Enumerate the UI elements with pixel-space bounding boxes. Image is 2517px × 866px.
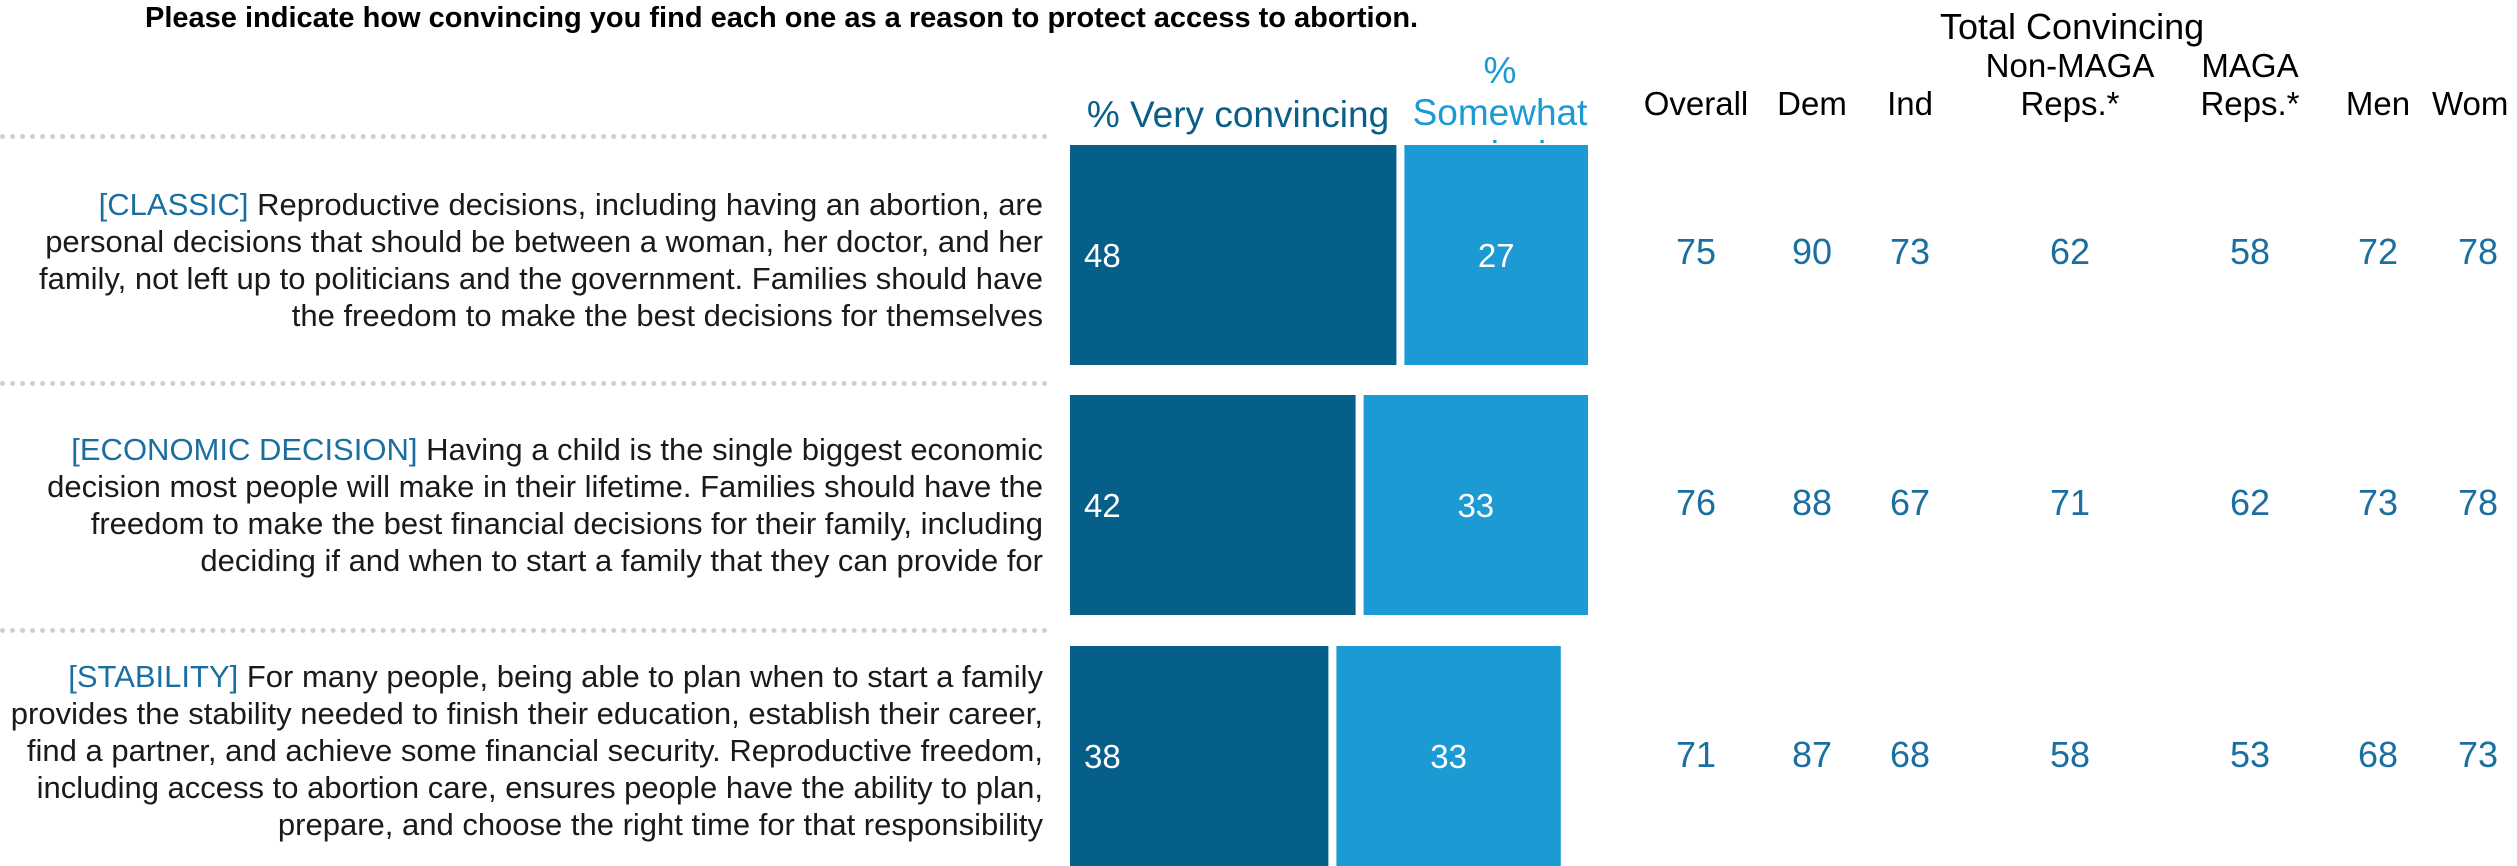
column-header-dem: Dem: [1777, 85, 1847, 122]
total-convincing-cell-2-5: 68: [2357, 734, 2399, 775]
total-convincing-cell-2-0: 71: [1675, 734, 1717, 775]
total-convincing-cell-1-2: 67: [1889, 482, 1931, 523]
total-convincing-cell-0-0: 75: [1675, 231, 1717, 272]
total-convincing-cell-1-3: 71: [2049, 482, 2091, 523]
bar-somewhat-convincing-2: [1336, 646, 1561, 866]
column-header-maga-reps: MAGA Reps.*: [2200, 47, 2300, 122]
statement-tag: [CLASSIC]: [98, 187, 249, 222]
total-convincing-cell-1-1: 88: [1791, 482, 1833, 523]
row-divider: [0, 381, 1048, 386]
chart-title: Please indicate how convincing you find …: [145, 2, 1419, 34]
total-convincing-cell-0-6: 78: [2457, 231, 2499, 272]
column-header-men: Men: [2345, 85, 2411, 122]
bar-very-convincing-1: [1070, 395, 1356, 615]
statement-tag: [ECONOMIC DECISION]: [71, 432, 418, 467]
total-convincing-cell-0-4: 58: [2229, 231, 2271, 272]
statement-tag: [STABILITY]: [68, 659, 239, 694]
total-convincing-cell-1-5: 73: [2357, 482, 2399, 523]
total-convincing-cell-2-1: 87: [1791, 734, 1833, 775]
total-convincing-cell-0-5: 72: [2357, 231, 2399, 272]
legend-somewhat-convincing: % Somewhat convincing: [1412, 50, 1588, 175]
total-convincing-cell-1-6: 78: [2457, 482, 2499, 523]
total-convincing-cell-2-2: 68: [1889, 734, 1931, 775]
total-convincing-cell-2-3: 58: [2049, 734, 2091, 775]
total-convincing-cell-2-6: 73: [2457, 734, 2499, 775]
label-very-convincing-1: 42: [1084, 487, 1121, 524]
label-somewhat-convincing-2: 33: [1430, 738, 1467, 775]
total-convincing-cell-0-2: 73: [1889, 231, 1931, 272]
statement-text: Reproductive decisions, including having…: [38, 187, 1043, 333]
column-header-non-maga-reps: Non-MAGA Reps.*: [1985, 47, 2155, 122]
row-divider: [0, 134, 1048, 139]
total-convincing-cell-1-4: 62: [2229, 482, 2271, 523]
statement-classic: [CLASSIC] Reproductive decisions, includ…: [0, 186, 1043, 334]
row-divider: [0, 628, 1048, 633]
statement-text: For many people, being able to plan when…: [10, 659, 1043, 842]
column-header-overall: Overall: [1643, 85, 1749, 122]
bar-somewhat-convincing-1: [1363, 395, 1588, 615]
column-header-ind: Ind: [1887, 85, 1933, 122]
label-very-convincing-0: 48: [1084, 237, 1121, 274]
total-convincing-cell-0-1: 90: [1791, 231, 1833, 272]
bar-somewhat-convincing-0: [1404, 145, 1588, 365]
bar-very-convincing-2: [1070, 646, 1329, 866]
statement-text: Having a child is the single biggest eco…: [47, 432, 1043, 578]
total-convincing-cell-1-0: 76: [1675, 482, 1717, 523]
total-convincing-cell-2-4: 53: [2229, 734, 2271, 775]
label-very-convincing-2: 38: [1084, 738, 1121, 775]
label-somewhat-convincing-1: 33: [1457, 487, 1494, 524]
total-convincing-title: Total Convincing: [1940, 6, 2205, 47]
bar-very-convincing-0: [1070, 145, 1397, 365]
total-convincing-cell-0-3: 62: [2049, 231, 2091, 272]
statement-economic-decision: [ECONOMIC DECISION] Having a child is th…: [0, 431, 1043, 579]
legend-very-convincing: % Very convincing: [1086, 94, 1390, 135]
column-header-women: Wom: [2432, 85, 2509, 122]
label-somewhat-convincing-0: 27: [1478, 237, 1515, 274]
statement-stability: [STABILITY] For many people, being able …: [0, 658, 1043, 843]
